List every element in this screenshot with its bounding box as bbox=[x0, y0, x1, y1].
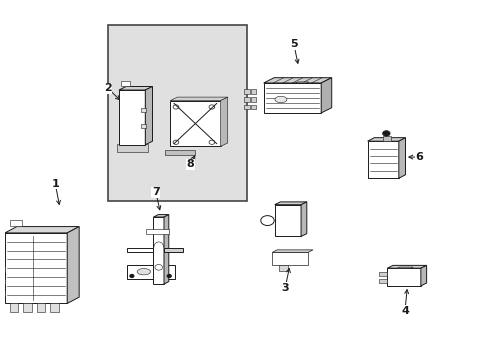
Bar bbox=[251, 104, 256, 109]
Polygon shape bbox=[321, 78, 331, 113]
Bar bbox=[244, 104, 249, 109]
Bar bbox=[378, 279, 386, 283]
Polygon shape bbox=[170, 97, 227, 100]
Polygon shape bbox=[220, 97, 227, 147]
Polygon shape bbox=[263, 78, 331, 83]
Bar bbox=[141, 124, 146, 128]
Circle shape bbox=[382, 131, 389, 136]
Text: 4: 4 bbox=[400, 306, 408, 315]
Polygon shape bbox=[386, 268, 420, 286]
Bar bbox=[378, 273, 386, 276]
Bar bbox=[10, 220, 21, 226]
Text: 7: 7 bbox=[152, 187, 160, 197]
Polygon shape bbox=[127, 265, 175, 279]
Polygon shape bbox=[295, 82, 308, 83]
Bar bbox=[37, 303, 45, 312]
Polygon shape bbox=[163, 248, 183, 252]
Bar bbox=[10, 303, 18, 312]
Bar bbox=[50, 303, 59, 312]
Polygon shape bbox=[274, 202, 306, 205]
Polygon shape bbox=[119, 90, 145, 145]
Polygon shape bbox=[5, 226, 79, 233]
Polygon shape bbox=[145, 86, 152, 145]
Polygon shape bbox=[274, 205, 301, 237]
Polygon shape bbox=[263, 83, 321, 113]
Bar bbox=[382, 136, 390, 141]
Text: 8: 8 bbox=[186, 159, 194, 169]
Polygon shape bbox=[163, 215, 168, 284]
Polygon shape bbox=[153, 217, 163, 284]
Bar bbox=[0, 291, 5, 296]
Polygon shape bbox=[165, 150, 195, 155]
Bar bbox=[116, 144, 147, 152]
Bar bbox=[244, 97, 249, 102]
Bar bbox=[244, 89, 249, 94]
Bar bbox=[23, 303, 32, 312]
Polygon shape bbox=[398, 138, 405, 178]
Circle shape bbox=[130, 275, 134, 277]
Polygon shape bbox=[367, 141, 398, 178]
Polygon shape bbox=[397, 267, 412, 268]
Polygon shape bbox=[5, 233, 67, 303]
Bar bbox=[251, 97, 256, 102]
Polygon shape bbox=[127, 248, 153, 252]
Bar bbox=[251, 89, 256, 94]
Polygon shape bbox=[367, 138, 405, 141]
Bar bbox=[279, 265, 287, 271]
Bar bbox=[0, 266, 5, 272]
Bar bbox=[0, 279, 5, 284]
Bar bbox=[141, 108, 146, 112]
Polygon shape bbox=[119, 86, 152, 90]
Ellipse shape bbox=[137, 269, 150, 275]
Polygon shape bbox=[170, 100, 220, 147]
Text: 5: 5 bbox=[289, 39, 297, 49]
Ellipse shape bbox=[274, 96, 286, 103]
Text: 2: 2 bbox=[104, 83, 112, 93]
Polygon shape bbox=[146, 229, 168, 234]
Text: 1: 1 bbox=[51, 179, 59, 189]
Polygon shape bbox=[386, 265, 426, 268]
Polygon shape bbox=[301, 202, 306, 237]
Text: 3: 3 bbox=[281, 283, 288, 293]
Text: 6: 6 bbox=[415, 152, 423, 162]
Polygon shape bbox=[67, 226, 79, 303]
Bar bbox=[121, 81, 130, 86]
Bar bbox=[108, 25, 246, 201]
Polygon shape bbox=[153, 215, 168, 217]
Polygon shape bbox=[272, 250, 312, 252]
Polygon shape bbox=[272, 252, 307, 265]
Polygon shape bbox=[420, 265, 426, 286]
Circle shape bbox=[167, 275, 171, 277]
